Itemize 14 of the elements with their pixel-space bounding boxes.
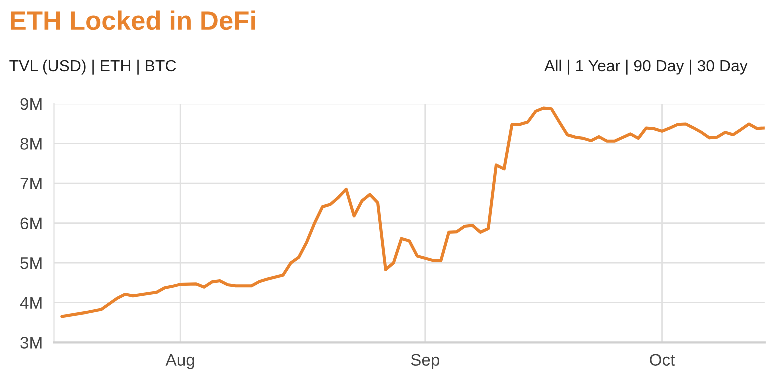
y-tick-label: 3M xyxy=(20,337,42,349)
text: All | 1 Year | 90 Day | 30 Day xyxy=(544,60,748,75)
x-tick-label: Sep xyxy=(411,354,440,370)
y-tick-label: 6M xyxy=(20,218,42,230)
y-tick-label: 4M xyxy=(20,297,42,309)
line-series xyxy=(60,106,765,318)
x-tick-label: Aug xyxy=(166,354,194,370)
y-tick-label: 9M xyxy=(20,98,42,110)
y-tick-label: 7M xyxy=(20,178,42,190)
chart-title: ETH Locked in DeFi xyxy=(11,10,256,30)
y-tick-label: 8M xyxy=(20,138,42,150)
text: TVL (USD) | ETH | BTC xyxy=(10,60,176,75)
y-tick-label: 5M xyxy=(20,258,42,270)
x-tick-label: Oct xyxy=(650,354,676,366)
